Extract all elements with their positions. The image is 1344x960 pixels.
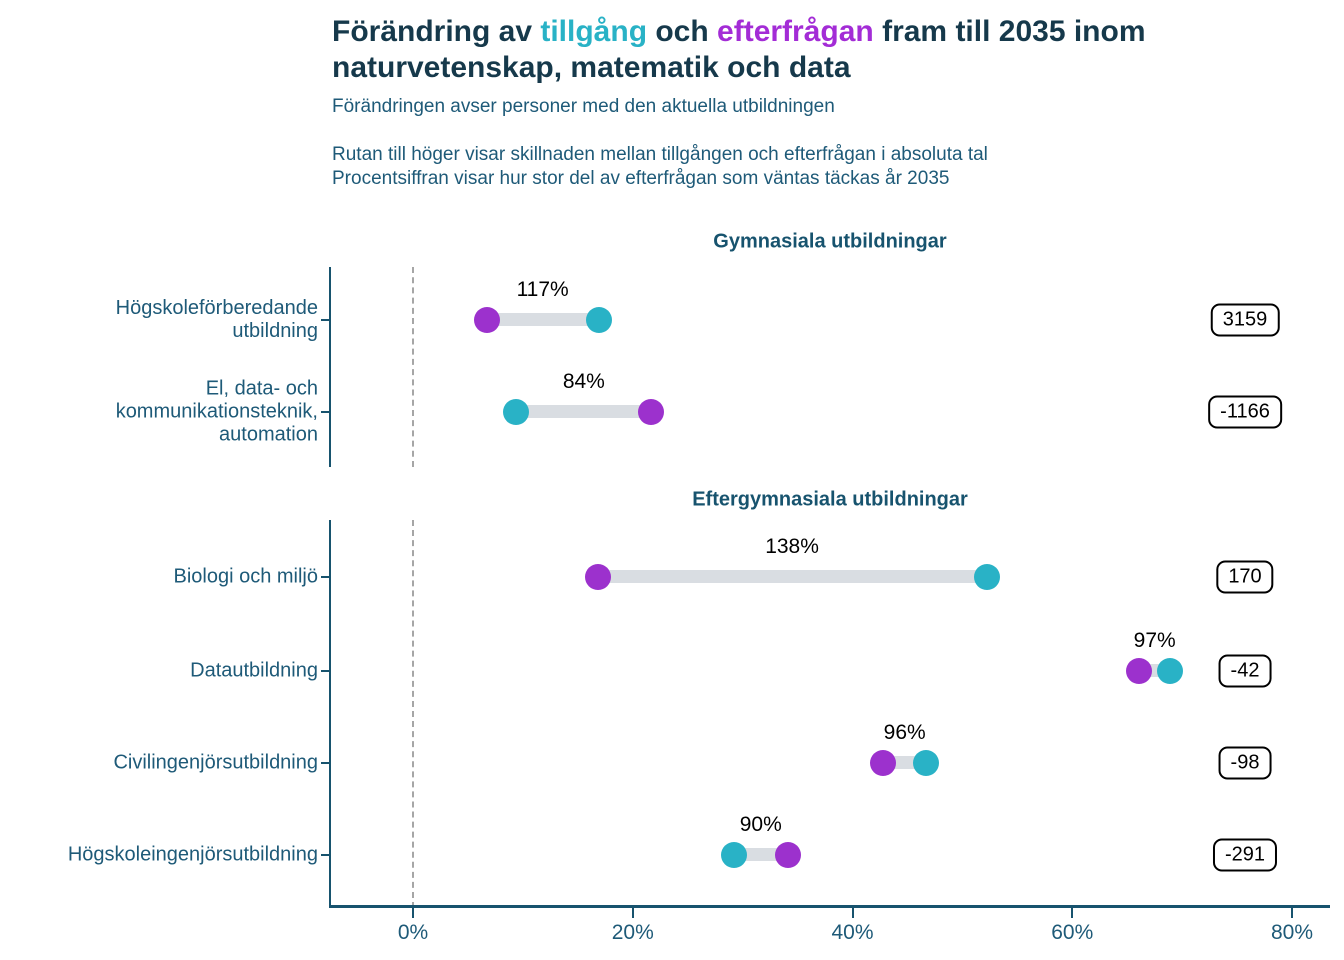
coverage-percentage-label: 138% [765, 535, 819, 558]
supply-dot [1157, 658, 1184, 684]
category-label-line: automation [219, 423, 318, 446]
title-supply-word: tillgång [540, 15, 648, 48]
category-tick [321, 411, 330, 413]
chart-caption: Rutan till höger visar skillnaden mellan… [332, 143, 988, 191]
x-axis-tick-label: 40% [831, 921, 874, 944]
category-tick [321, 670, 330, 672]
supply-dot [503, 399, 530, 425]
zero-reference-line [412, 520, 414, 908]
category-tick [321, 762, 330, 764]
category-label-line: utbildning [232, 320, 318, 342]
category-label-line: Civilingenjörsutbildning [113, 751, 318, 774]
coverage-percentage-label: 97% [1133, 629, 1176, 652]
balance-value-box: -1166 [1208, 395, 1282, 429]
demand-dot [584, 564, 611, 590]
title-prefix: Förändring av [332, 15, 541, 48]
section-header: Gymnasiala utbildningar [713, 230, 947, 253]
x-axis-line [330, 905, 1330, 908]
chart-title-line1: Förändring av tillgång och efterfrågan f… [332, 14, 1312, 50]
chart-subtitle: Förändringen avser personer med den aktu… [332, 96, 835, 117]
demand-dot [638, 399, 665, 425]
x-axis-tick-label: 0% [397, 921, 429, 944]
supply-dot [973, 564, 1000, 590]
x-axis-tick [412, 908, 414, 918]
balance-value-box: 3159 [1210, 303, 1280, 337]
supply-dot [720, 842, 747, 868]
x-axis-tick [631, 908, 634, 918]
category-tick [321, 319, 330, 321]
chart-title: Förändring av tillgång och efterfrågan f… [332, 14, 1312, 86]
title-suffix: fram till 2035 inom [873, 15, 1146, 48]
title-mid: och [647, 15, 718, 48]
dumbbell-connector [733, 848, 788, 861]
category-label-line: Högskoleingenjörsutbildning [67, 843, 318, 866]
coverage-percentage-label: 90% [739, 813, 782, 836]
section-header: Eftergymnasiala utbildningar [692, 488, 968, 511]
title-demand-word: efterfrågan [717, 15, 874, 48]
category-label-line: El, data- och [205, 377, 318, 400]
x-axis-tick [1071, 908, 1074, 918]
chart-title-line2: naturvetenskap, matematik och data [332, 51, 851, 84]
dumbbell-connector [597, 570, 987, 583]
demand-dot [1126, 658, 1153, 684]
category-tick [321, 576, 330, 578]
x-axis-tick [851, 908, 854, 918]
category-label: Högskoleingenjörsutbildning [0, 844, 318, 867]
category-label-line: Högskoleförberedande [115, 297, 318, 319]
category-label: El, data- och kommunikationsteknik, automa… [0, 378, 318, 447]
caption-line2: Procentsiffran visar hur stor del av eft… [332, 168, 950, 189]
demand-dot [473, 307, 500, 333]
balance-value-box: -291 [1212, 838, 1278, 872]
category-label: Datautbildning [0, 660, 318, 683]
caption-line1: Rutan till höger visar skillnaden mellan… [332, 144, 988, 165]
balance-value-box: -42 [1218, 654, 1272, 688]
category-label: Biologi och miljö [0, 566, 318, 589]
category-axis-line [329, 520, 331, 908]
category-label-line: kommunikationsteknik, [115, 400, 318, 423]
demand-dot [774, 842, 801, 868]
x-axis-tick-label: 80% [1270, 921, 1314, 944]
coverage-percentage-label: 96% [883, 721, 926, 744]
x-axis-tick-label: 60% [1051, 921, 1094, 944]
supply-dot [913, 750, 940, 776]
x-axis-tick-label: 20% [611, 921, 654, 944]
supply-dot [585, 307, 612, 333]
dumbbell-connector [486, 313, 599, 326]
dumbbell-connector [516, 405, 652, 418]
category-label-line: Datautbildning [190, 659, 318, 682]
balance-value-box: -98 [1218, 746, 1272, 780]
coverage-percentage-label: 84% [562, 370, 605, 393]
category-label: Civilingenjörsutbildning [0, 752, 318, 775]
category-axis-line [329, 267, 331, 467]
category-label-line: Biologi och miljö [173, 565, 318, 588]
coverage-percentage-label: 117% [516, 278, 569, 301]
zero-reference-line [412, 267, 414, 467]
demand-dot [870, 750, 897, 776]
x-axis-tick [1291, 908, 1293, 918]
category-label: Högskoleförberedande utbildning [0, 297, 318, 343]
balance-value-box: 170 [1216, 560, 1274, 594]
category-tick [321, 854, 330, 856]
